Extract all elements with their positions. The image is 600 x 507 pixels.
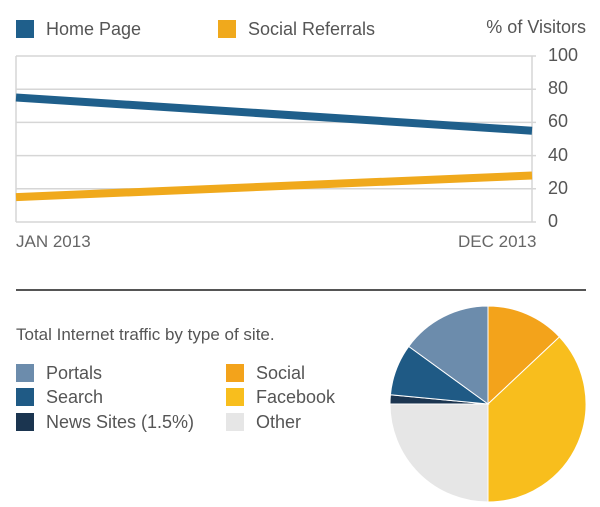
line-chart bbox=[15, 55, 536, 223]
pie-legend-swatch bbox=[226, 413, 244, 431]
y-tick-label: 80 bbox=[548, 78, 569, 99]
pie-legend-label: Facebook bbox=[256, 386, 336, 407]
pie-legend-label: Other bbox=[256, 411, 302, 432]
pie-legend-label: Social bbox=[256, 362, 306, 383]
pie-slice-portals bbox=[408, 305, 489, 405]
legend-swatch-social-referrals bbox=[218, 20, 236, 38]
series-line-social-referrals bbox=[15, 171, 533, 202]
series-line-home-page bbox=[15, 93, 533, 135]
y-tick-label: 100 bbox=[548, 45, 579, 65]
pie-legend-swatch bbox=[226, 388, 244, 406]
pie-slice-social bbox=[487, 305, 561, 406]
pie-legend-swatch bbox=[16, 413, 34, 431]
pie-legend-swatch bbox=[16, 388, 34, 406]
legend-item-social-referrals: Social Referrals bbox=[218, 16, 375, 42]
legend-swatch-home-page bbox=[16, 20, 34, 38]
pie-chart-title: Total Internet traffic by type of site. bbox=[16, 325, 275, 344]
pie-legend-item-search: Search bbox=[16, 386, 103, 408]
y-tick-label: 20 bbox=[548, 177, 569, 198]
pie-legend-label: Search bbox=[46, 386, 104, 407]
pie-slice-facebook bbox=[487, 336, 587, 503]
x-tick-label-start: JAN 2013 bbox=[16, 232, 91, 251]
y-tick-label: 40 bbox=[548, 144, 569, 165]
pie-slice-other bbox=[389, 403, 489, 503]
section-divider bbox=[16, 289, 586, 291]
pie-legend-label: Portals bbox=[46, 362, 103, 383]
pie-legend-item-social: Social bbox=[226, 362, 305, 384]
legend-label-social-referrals: Social Referrals bbox=[248, 18, 376, 39]
pie-slice-news-sites-1-5 bbox=[389, 394, 489, 405]
pie-legend-swatch bbox=[226, 364, 244, 382]
legend-label-home-page: Home Page bbox=[46, 18, 142, 39]
pie-legend-item-other: Other bbox=[226, 411, 301, 433]
x-tick-label-end: DEC 2013 bbox=[458, 232, 537, 251]
y-tick-label: 0 bbox=[548, 211, 559, 231]
y-tick-label: 60 bbox=[548, 111, 569, 132]
pie-legend-item-facebook: Facebook bbox=[226, 386, 335, 408]
pie-legend-item-news-sites: News Sites (1.5%) bbox=[16, 411, 194, 433]
pie-slice-search bbox=[389, 345, 490, 405]
legend-item-home-page: Home Page bbox=[16, 16, 141, 42]
pie-legend-swatch bbox=[16, 364, 34, 382]
pie-legend-label: News Sites (1.5%) bbox=[46, 411, 195, 432]
y-axis-label: % of Visitors bbox=[486, 17, 586, 37]
pie-legend-item-portals: Portals bbox=[16, 362, 102, 384]
